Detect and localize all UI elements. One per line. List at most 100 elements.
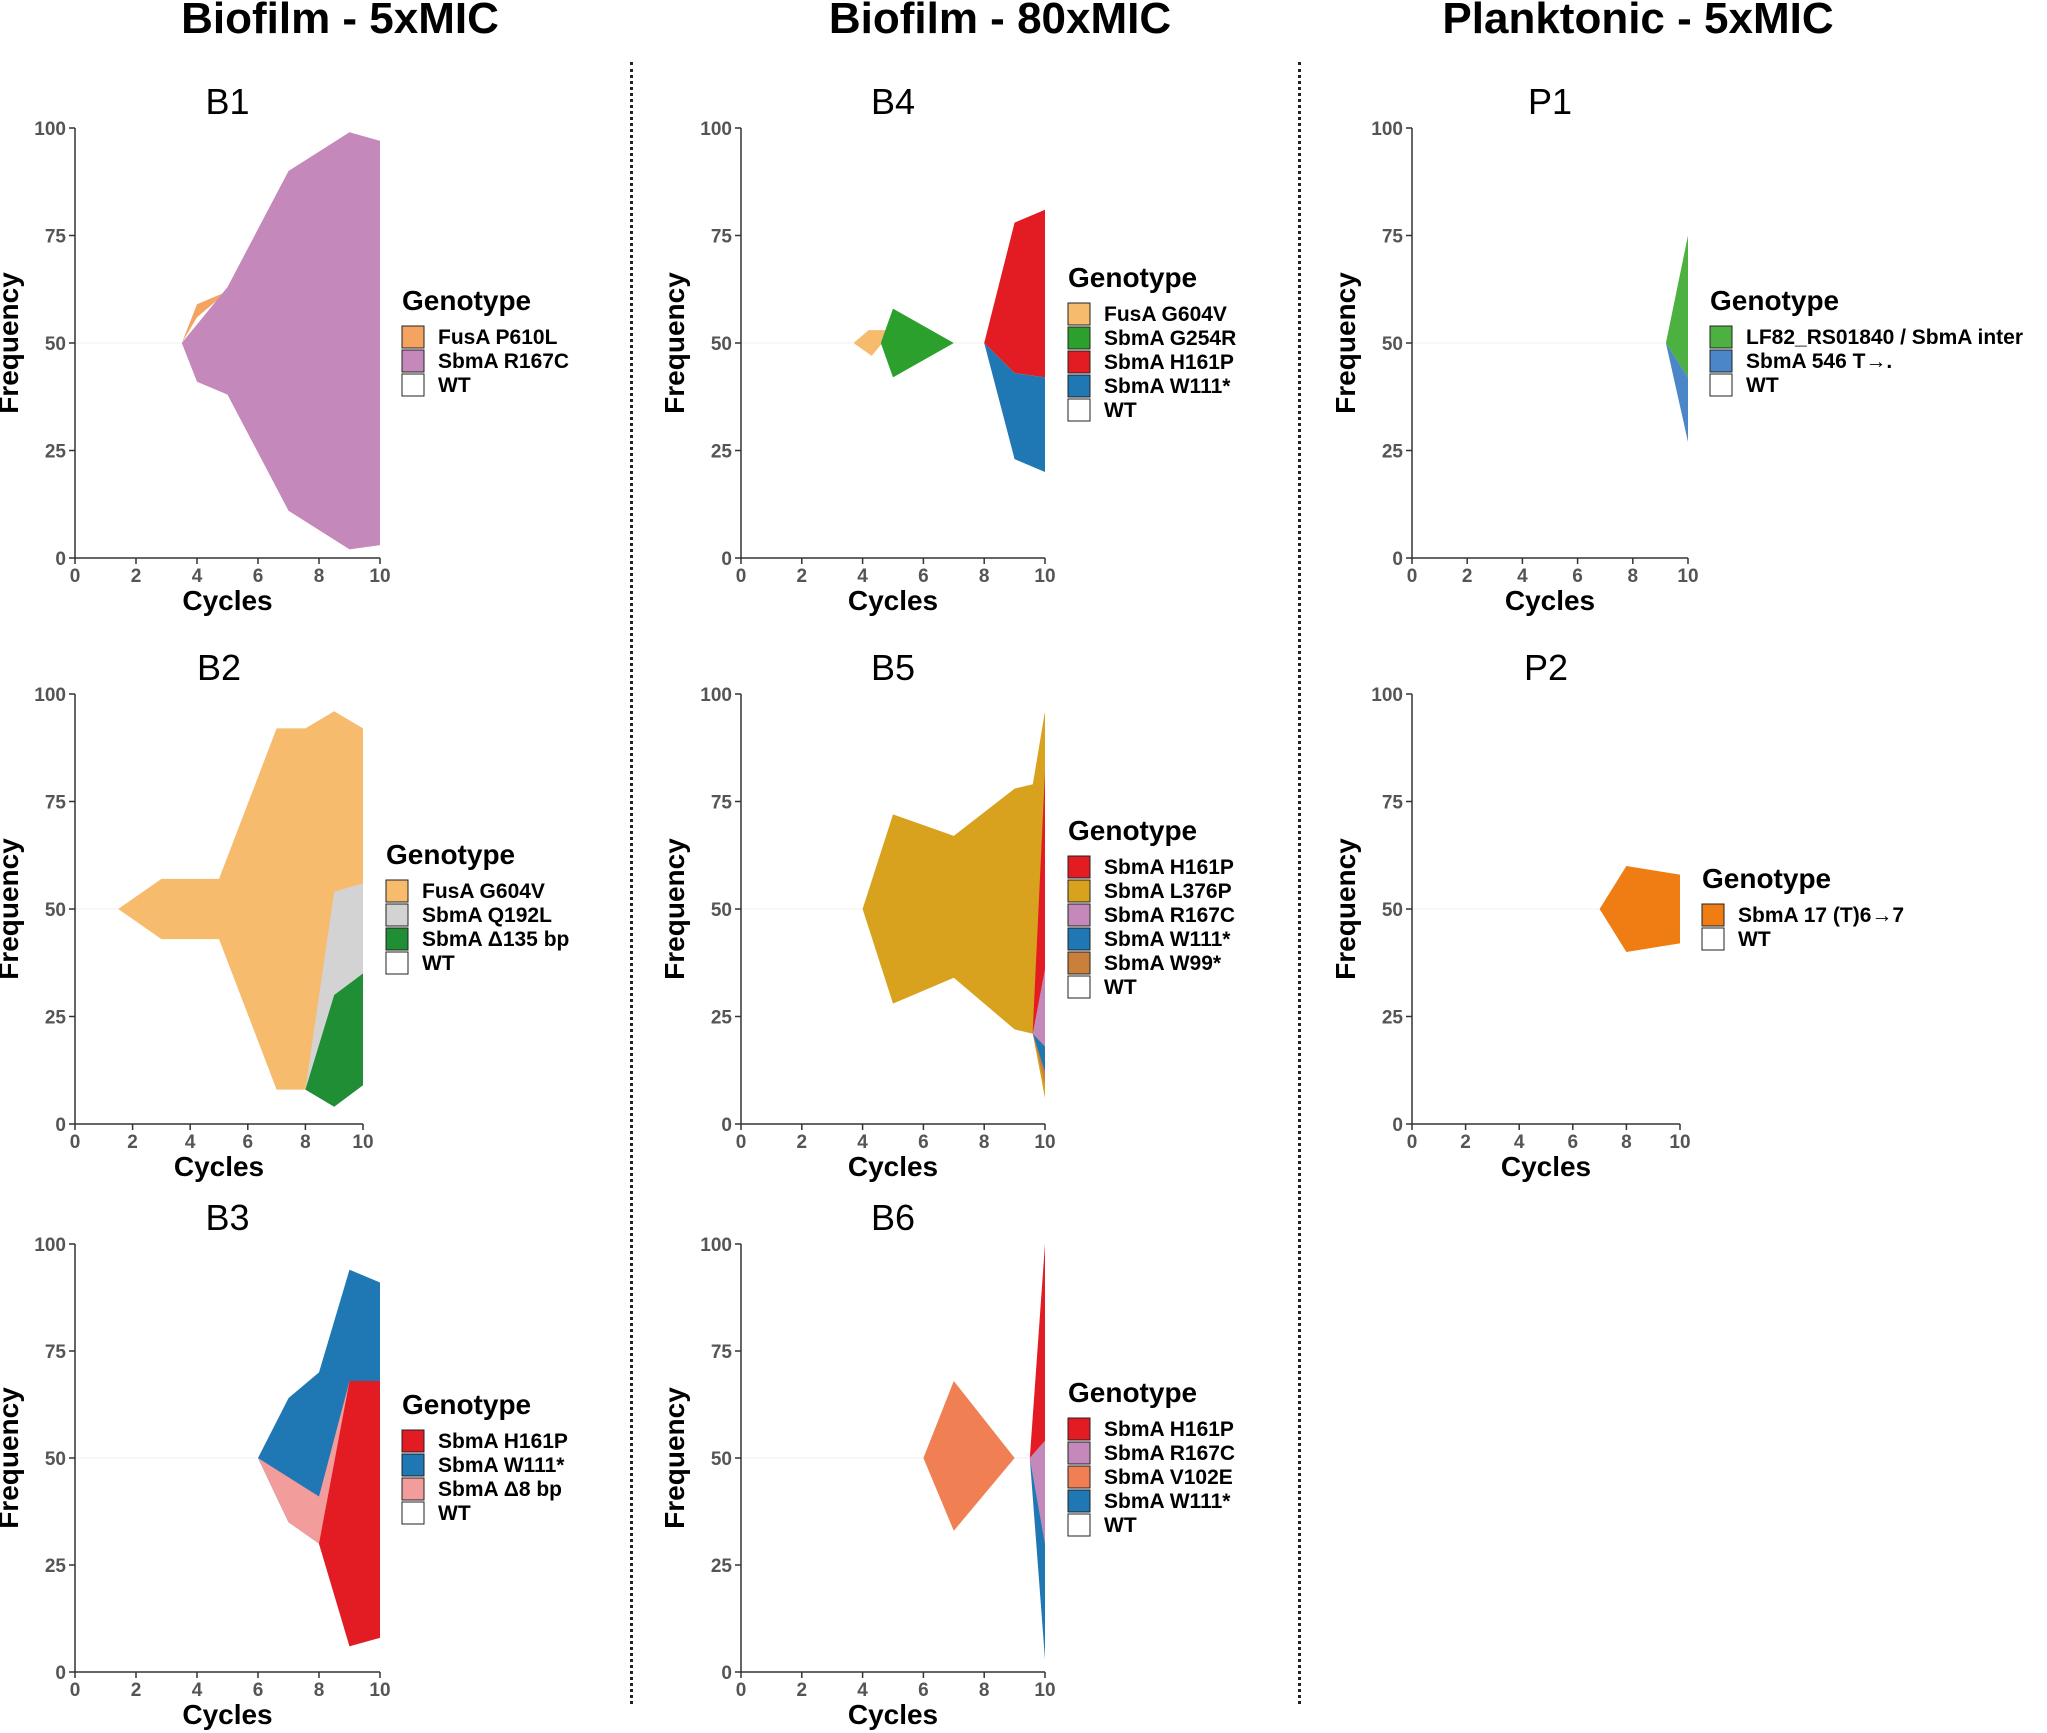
legend-label: SbmA H161P — [1104, 1418, 1234, 1441]
x-axis-label: Cycles — [174, 1151, 264, 1182]
x-tick-label: 0 — [1407, 1132, 1418, 1153]
y-tick-label: 25 — [45, 1556, 67, 1577]
legend-label: SbmA 17 (T)6→7 — [1738, 904, 1904, 927]
x-tick-label: 4 — [1514, 1132, 1525, 1153]
panel-p2: 0 25 50 75 100 0 2 4 6 8 10 P2 Cycles Frequency Genoty… — [1330, 647, 1904, 1182]
panel-b1: 0 25 50 75 100 0 2 4 6 8 10 B1 Cycles Frequency Genoty… — [0, 81, 569, 616]
x-tick-label: 4 — [192, 566, 203, 587]
legend-label: SbmA R167C — [1104, 1442, 1235, 1465]
y-axis-label: Frequency — [659, 272, 690, 414]
legend-swatch — [1709, 373, 1733, 397]
legend-swatch — [1067, 1489, 1091, 1513]
column-title-biofilm-80x: Biofilm - 80xMIC — [828, 0, 1172, 43]
y-tick-label: 75 — [45, 793, 67, 814]
legend-label: WT — [1104, 399, 1137, 422]
area-sbma-h161p — [319, 1381, 380, 1647]
x-tick-label: 4 — [857, 1132, 868, 1153]
y-axis-label: Frequency — [1330, 838, 1361, 980]
y-tick-label: 75 — [711, 1342, 733, 1363]
x-tick-label: 0 — [736, 566, 747, 587]
legend-label: WT — [1104, 1514, 1137, 1537]
x-tick-label: 2 — [797, 1680, 808, 1701]
area-sbma-h161p — [1029, 1244, 1045, 1458]
x-tick-label: 4 — [857, 566, 868, 587]
y-tick-label: 50 — [711, 334, 732, 355]
y-tick-label: 100 — [700, 1235, 732, 1256]
legend-label: WT — [438, 1502, 471, 1525]
column-divider-left — [630, 62, 633, 1704]
x-tick-label: 6 — [918, 566, 929, 587]
y-tick-label: 50 — [45, 900, 66, 921]
area-sbma-w111- — [984, 343, 1045, 472]
x-tick-label: 2 — [131, 566, 142, 587]
y-tick-label: 25 — [45, 442, 67, 463]
panel-b5: 0 25 50 75 100 0 2 4 6 8 10 B5 Cycles Frequency Genoty… — [659, 647, 1235, 1182]
column-divider-right — [1298, 62, 1301, 1704]
legend-title: Genotype — [386, 839, 515, 870]
panel-title: B1 — [205, 81, 249, 122]
y-tick-label: 0 — [55, 1115, 66, 1136]
x-tick-label: 8 — [979, 1132, 990, 1153]
area-sbma-r167c — [181, 132, 380, 550]
area-sbma-v102e — [923, 1381, 1015, 1531]
y-axis-label: Frequency — [1330, 272, 1361, 414]
x-axis-label: Cycles — [1501, 1151, 1591, 1182]
x-tick-label: 8 — [979, 566, 990, 587]
y-tick-label: 0 — [1392, 549, 1403, 570]
area-sbma-w99- — [1032, 1033, 1045, 1086]
legend-swatch — [1067, 855, 1091, 879]
x-tick-label: 4 — [1517, 566, 1528, 587]
x-axis-label: Cycles — [182, 1699, 272, 1730]
legend-label: SbmA V102E — [1104, 1466, 1233, 1489]
area-fusa-g604v — [118, 711, 363, 1090]
legend-swatch — [401, 1429, 425, 1453]
y-axis-label: Frequency — [659, 838, 690, 980]
legend-title: Genotype — [402, 1389, 531, 1420]
legend-label: SbmA W111* — [438, 1454, 565, 1477]
area-fusa-p610l — [181, 291, 228, 343]
area-sbma-h161p — [1032, 771, 1045, 1034]
x-axis-label: Cycles — [848, 585, 938, 616]
y-tick-label: 0 — [55, 549, 66, 570]
legend-label: SbmA R167C — [438, 350, 569, 373]
legend-label: WT — [1104, 976, 1137, 999]
y-tick-label: 25 — [1382, 1008, 1404, 1029]
y-tick-label: 50 — [1382, 334, 1403, 355]
area-sbma-w111- — [1029, 1458, 1045, 1660]
panel-b6: 0 25 50 75 100 0 2 4 6 8 10 B6 Cycles Frequency Genoty… — [659, 1197, 1235, 1730]
legend-label: SbmA W111* — [1104, 928, 1231, 951]
y-tick-label: 100 — [700, 685, 732, 706]
legend-swatch — [1067, 398, 1091, 422]
y-tick-label: 75 — [711, 227, 733, 248]
x-tick-label: 6 — [253, 1680, 264, 1701]
legend-swatch — [385, 927, 409, 951]
y-tick-label: 25 — [1382, 442, 1404, 463]
y-tick-label: 100 — [34, 119, 66, 140]
y-tick-label: 50 — [711, 1449, 732, 1470]
x-tick-label: 4 — [192, 1680, 203, 1701]
x-tick-label: 0 — [736, 1680, 747, 1701]
y-tick-label: 50 — [45, 334, 66, 355]
y-tick-label: 100 — [34, 1235, 66, 1256]
legend-label: SbmA Δ135 bp — [422, 928, 569, 951]
legend-title: Genotype — [1068, 262, 1197, 293]
legend-label: FusA P610L — [438, 326, 558, 349]
legend-swatch — [1067, 927, 1091, 951]
area-sbma-546-t- — [1665, 343, 1688, 442]
legend-swatch — [1067, 1465, 1091, 1489]
x-tick-label: 0 — [1407, 566, 1418, 587]
panel-title: P2 — [1524, 647, 1568, 688]
panel-title: B5 — [871, 647, 915, 688]
x-tick-label: 10 — [369, 566, 390, 587]
legend-label: FusA G604V — [422, 880, 545, 903]
y-tick-label: 75 — [1382, 227, 1404, 248]
area-sbma-17-t-6-7 — [1599, 866, 1680, 952]
x-tick-label: 2 — [1462, 566, 1473, 587]
panel-p1: 0 25 50 75 100 0 2 4 6 8 10 P1 Cycles Frequency Genoty… — [1330, 81, 2023, 616]
x-tick-label: 4 — [857, 1680, 868, 1701]
y-tick-label: 50 — [711, 900, 732, 921]
legend-label: SbmA R167C — [1104, 904, 1235, 927]
